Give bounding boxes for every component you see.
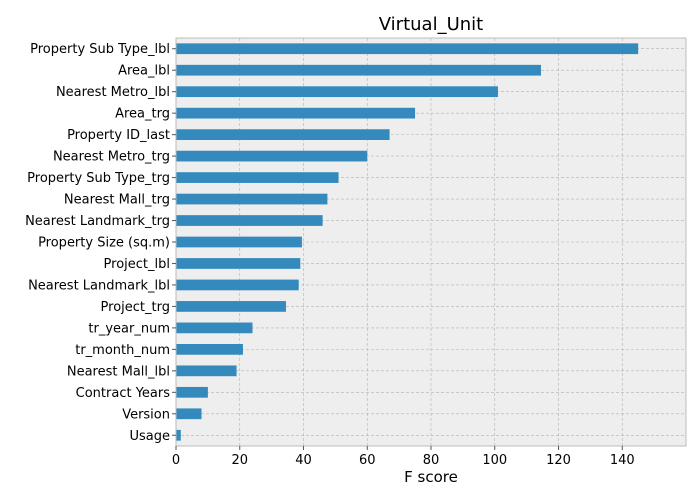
chart-title: Virtual_Unit [379, 14, 483, 35]
y-tick-label: Nearest Landmark_trg [25, 214, 170, 229]
x-axis-ticks: 0 20 40 60 80 100 120 140 [172, 446, 635, 468]
bar [176, 43, 639, 55]
bar [176, 215, 323, 226]
bar [176, 193, 328, 205]
bar [176, 172, 339, 183]
y-tick-label: Nearest Metro_lbl [56, 85, 170, 100]
y-tick-label: Contract Years [76, 386, 171, 401]
x-tick-label: 0 [172, 453, 180, 468]
y-tick-label: Property Sub Type_lbl [30, 42, 170, 57]
bar [176, 322, 253, 334]
bar [176, 150, 368, 162]
bar [176, 86, 498, 98]
x-tick-label: 100 [482, 453, 507, 468]
y-tick-label: tr_month_num [75, 343, 170, 358]
x-tick-label: 120 [546, 453, 571, 468]
y-tick-label: Nearest Metro_trg [53, 150, 170, 165]
bar [176, 301, 286, 312]
bar [176, 279, 299, 291]
y-tick-label: Property Sub Type_trg [27, 171, 170, 186]
x-tick-label: 140 [610, 453, 635, 468]
bars [176, 43, 639, 441]
y-tick-label: Area_trg [115, 107, 170, 122]
x-tick-label: 80 [423, 453, 440, 468]
bar [176, 258, 301, 269]
bar [176, 344, 243, 355]
bar [176, 408, 202, 420]
y-tick-label: Project_lbl [104, 257, 170, 272]
bar [176, 129, 390, 140]
y-tick-label: Nearest Landmark_lbl [28, 278, 170, 293]
y-tick-label: Area_lbl [118, 64, 170, 79]
x-tick-label: 20 [231, 453, 248, 468]
bar [176, 236, 302, 248]
bar [176, 64, 541, 76]
y-tick-label: Version [122, 407, 170, 422]
y-axis-ticks: Property Sub Type_lbl Area_lbl Nearest Met… [25, 42, 176, 444]
y-tick-label: Usage [129, 429, 170, 444]
x-axis-label: F score [404, 468, 458, 486]
bar [176, 386, 208, 398]
y-tick-label: tr_year_num [88, 321, 170, 336]
bar [176, 365, 237, 377]
x-tick-label: 60 [359, 453, 376, 468]
x-tick-label: 40 [295, 453, 312, 468]
y-tick-label: Project_trg [101, 300, 170, 315]
y-tick-label: Property Size (sq.m) [38, 236, 170, 251]
bar [176, 429, 181, 441]
y-tick-label: Property ID_last [67, 128, 170, 143]
bar [176, 107, 416, 119]
y-tick-label: Nearest Mall_trg [64, 193, 170, 208]
y-tick-label: Nearest Mall_lbl [67, 364, 170, 379]
